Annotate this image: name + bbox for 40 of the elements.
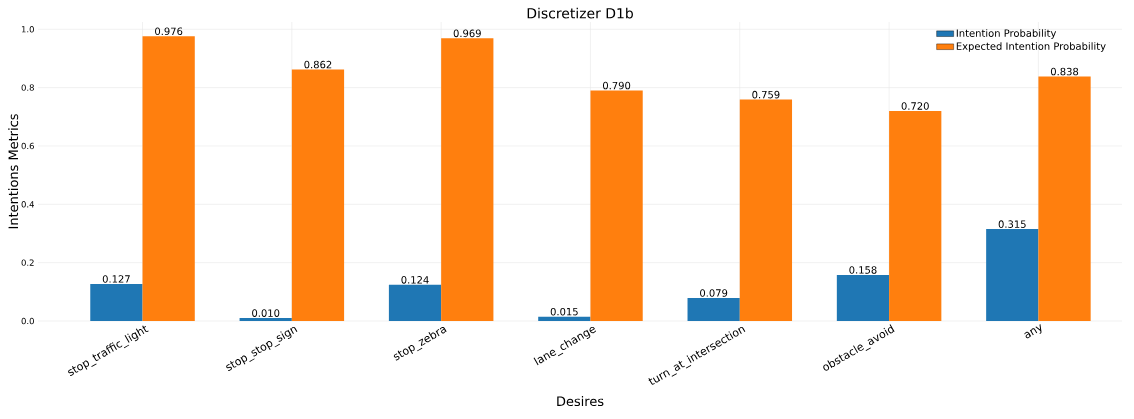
bar — [590, 90, 643, 321]
bar — [90, 283, 143, 321]
bar — [291, 69, 345, 321]
bar — [1038, 76, 1091, 321]
data-label: 0.838 — [1050, 67, 1079, 76]
data-label: 0.079 — [700, 289, 728, 297]
legend-label: Expected Intention Probability — [956, 42, 1106, 52]
bar — [239, 318, 292, 321]
x-axis-title: Desires — [557, 396, 604, 407]
y-tick-label: 0.4 — [21, 201, 34, 208]
data-label: 0.010 — [252, 309, 280, 317]
data-label: 0.862 — [304, 60, 332, 69]
bar — [687, 297, 740, 321]
y-axis-title: Intentions Metrics — [8, 114, 19, 229]
y-tick-label: 0.6 — [21, 142, 34, 150]
data-label: 0.720 — [901, 102, 929, 110]
y-tick-label: 0.8 — [21, 84, 34, 91]
bar — [142, 36, 195, 321]
data-label: 0.969 — [453, 29, 481, 38]
bar — [538, 316, 591, 321]
data-label: 0.158 — [849, 266, 877, 274]
bar — [986, 229, 1039, 321]
data-label: 0.015 — [550, 307, 578, 316]
y-tick-label: 1.0 — [21, 26, 34, 33]
y-tick-label: 0.2 — [21, 259, 34, 266]
data-label: 0.790 — [602, 81, 631, 90]
data-label: 0.759 — [752, 90, 780, 99]
data-label: 0.315 — [998, 220, 1026, 228]
legend-label: Intention Probability — [956, 29, 1057, 39]
bar — [836, 274, 890, 321]
bar — [388, 284, 442, 321]
bar — [889, 110, 942, 321]
bar — [739, 99, 793, 321]
y-tick-label: 0.0 — [21, 317, 34, 325]
x-tick-label: any — [1024, 324, 1042, 339]
chart-title: Discretizer D1b — [527, 7, 633, 19]
data-label: 0.976 — [155, 27, 183, 36]
data-label: 0.127 — [102, 275, 130, 283]
bar — [441, 38, 494, 321]
data-label: 0.124 — [401, 276, 429, 284]
